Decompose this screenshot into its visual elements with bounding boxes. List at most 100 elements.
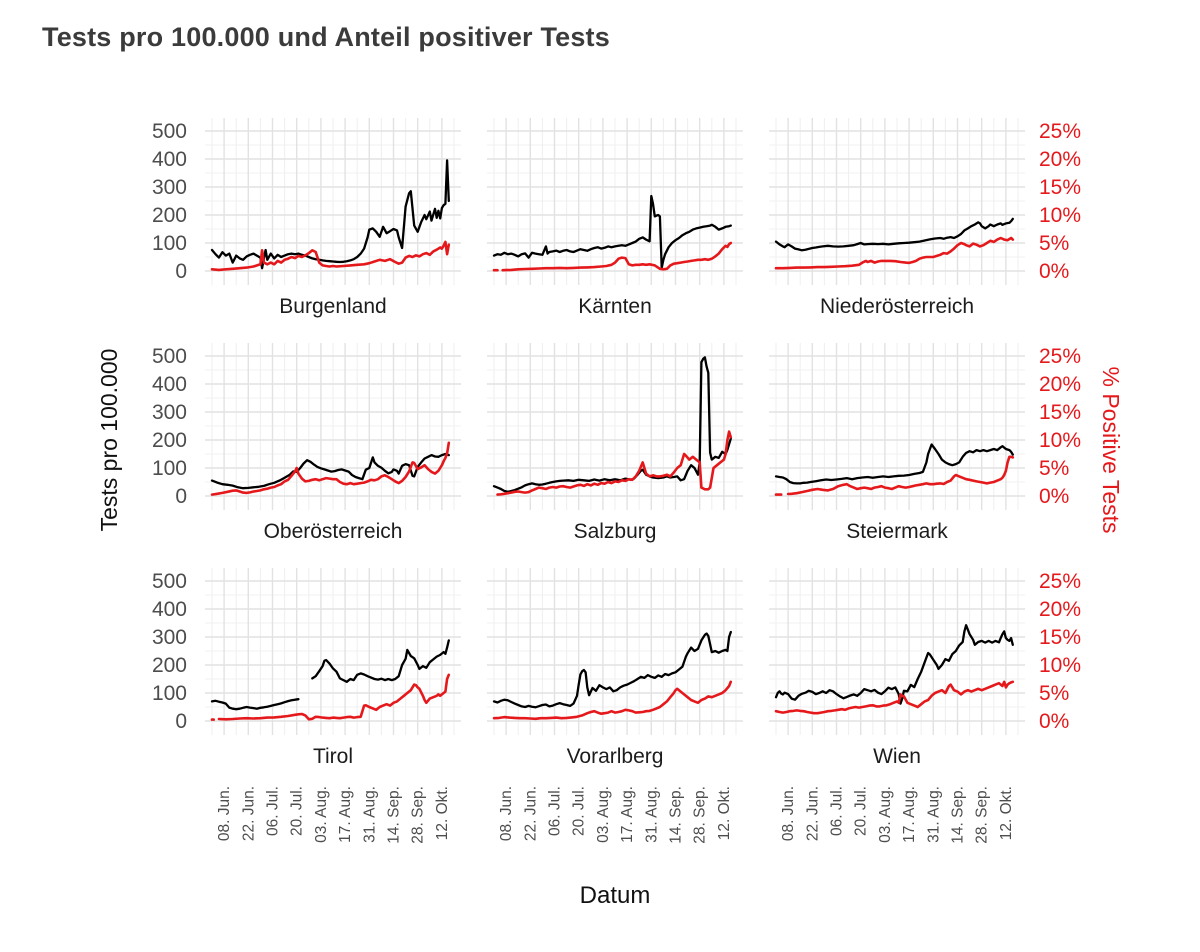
y-right-tick-label: 0%	[1039, 710, 1069, 733]
y-left-tick-label: 100	[152, 457, 187, 480]
y-left-tick-label: 300	[152, 176, 187, 199]
y-left-tick-label: 100	[152, 232, 187, 255]
x-tick-label: 06. Jul.	[265, 786, 282, 836]
y-left-tick-label: 100	[152, 682, 187, 705]
positivity-line	[774, 680, 1015, 715]
x-tick-label: 31. Aug.	[361, 786, 378, 843]
strip-label-steiermark: Steiermark	[846, 520, 948, 543]
y-right-tick-label: 25%	[1039, 570, 1081, 593]
y-right-tick-label: 15%	[1039, 401, 1081, 424]
x-tick-label: 28. Sep.	[410, 786, 427, 844]
panel-steiermark	[769, 343, 1025, 510]
tests-line	[210, 698, 300, 711]
y-right-tick-label: 5%	[1039, 232, 1069, 255]
positivity-line	[496, 430, 733, 496]
strip-label-wien: Wien	[873, 745, 921, 768]
x-tick-label: 12. Okt.	[434, 786, 451, 840]
y-axis-title-left: Tests pro 100.000	[96, 349, 122, 532]
positivity-line	[210, 441, 451, 496]
x-tick-label: 28. Sep.	[974, 786, 991, 844]
positivity-line	[210, 240, 451, 272]
strip-label-ober-sterreich: Oberösterreich	[264, 520, 403, 543]
y-left-tick-label: 300	[152, 401, 187, 424]
positivity-line	[492, 680, 733, 721]
y-right-tick-label: 25%	[1039, 345, 1081, 368]
chart-title: Tests pro 100.000 und Anteil positiver T…	[42, 22, 610, 52]
strip-label-burgenland: Burgenland	[279, 295, 386, 318]
x-tick-label: 22. Jun.	[804, 786, 821, 841]
x-tick-label: 20. Jul.	[853, 786, 870, 836]
y-left-tick-label: 500	[152, 120, 187, 143]
x-tick-label: 06. Jul.	[829, 786, 846, 836]
tests-line	[210, 159, 450, 270]
strip-label-vorarlberg: Vorarlberg	[567, 745, 664, 768]
y-right-tick-label: 10%	[1039, 429, 1081, 452]
y-right-tick-label: 20%	[1039, 148, 1081, 171]
y-left-tick-label: 0	[175, 710, 187, 733]
y-right-tick-label: 0%	[1039, 485, 1069, 508]
x-tick-label: 08. Jun.	[780, 786, 797, 841]
tests-line	[210, 452, 450, 490]
positivity-line	[217, 673, 451, 721]
panel-salzburg	[487, 343, 743, 510]
tests-line	[492, 356, 732, 493]
positivity-line	[501, 241, 733, 272]
y-left-tick-label: 400	[152, 598, 187, 621]
strip-label-salzburg: Salzburg	[574, 520, 657, 543]
x-tick-label: 14. Sep.	[668, 786, 685, 844]
y-right-tick-label: 20%	[1039, 373, 1081, 396]
y-right-tick-label: 15%	[1039, 626, 1081, 649]
y-left-tick-label: 0	[175, 485, 187, 508]
strip-label-tirol: Tirol	[313, 745, 353, 768]
strip-label-nieder-sterreich: Niederösterreich	[820, 295, 974, 318]
x-tick-label: 17. Aug.	[337, 786, 354, 843]
x-tick-label: 20. Jul.	[289, 786, 306, 836]
x-tick-label: 03. Aug.	[877, 786, 894, 843]
panel-ober-sterreich	[205, 343, 461, 510]
strip-label-k-rnten: Kärnten	[578, 295, 652, 318]
tests-line	[311, 639, 450, 683]
panel-wien	[769, 568, 1025, 735]
x-tick-label: 08. Jun.	[216, 786, 233, 841]
panel-vorarlberg	[487, 568, 743, 735]
x-tick-label: 14. Sep.	[950, 786, 967, 844]
x-tick-label: 22. Jun.	[522, 786, 539, 841]
x-tick-label: 14. Sep.	[386, 786, 403, 844]
x-tick-label: 31. Aug.	[643, 786, 660, 843]
positivity-line	[774, 236, 1015, 270]
x-tick-label: 12. Okt.	[998, 786, 1015, 840]
y-left-tick-label: 500	[152, 570, 187, 593]
tests-line	[492, 194, 732, 269]
y-left-tick-label: 400	[152, 373, 187, 396]
x-tick-label: 31. Aug.	[925, 786, 942, 843]
x-tick-label: 12. Okt.	[716, 786, 733, 840]
y-left-tick-label: 200	[152, 654, 187, 677]
y-right-tick-label: 25%	[1039, 120, 1081, 143]
y-left-tick-label: 500	[152, 345, 187, 368]
x-tick-label: 28. Sep.	[692, 786, 709, 844]
y-right-tick-label: 15%	[1039, 176, 1081, 199]
x-tick-label: 08. Jun.	[498, 786, 515, 841]
panel-burgenland	[205, 118, 461, 285]
x-tick-label: 17. Aug.	[901, 786, 918, 843]
tests-line	[492, 630, 732, 709]
x-tick-label: 22. Jun.	[240, 786, 257, 841]
x-tick-label: 03. Aug.	[595, 786, 612, 843]
tests-line	[774, 217, 1014, 252]
y-right-tick-label: 10%	[1039, 204, 1081, 227]
y-right-tick-label: 20%	[1039, 598, 1081, 621]
x-tick-label: 20. Jul.	[571, 786, 588, 836]
panel-k-rnten	[487, 118, 743, 285]
y-left-tick-label: 400	[152, 148, 187, 171]
positivity-line	[786, 455, 1015, 496]
y-left-tick-label: 200	[152, 429, 187, 452]
y-right-tick-label: 5%	[1039, 682, 1069, 705]
y-right-tick-label: 10%	[1039, 654, 1081, 677]
tests-line	[774, 443, 1014, 485]
y-left-tick-label: 200	[152, 204, 187, 227]
panel-nieder-sterreich	[769, 118, 1025, 285]
tests-line	[774, 624, 1014, 705]
x-tick-label: 06. Jul.	[547, 786, 564, 836]
